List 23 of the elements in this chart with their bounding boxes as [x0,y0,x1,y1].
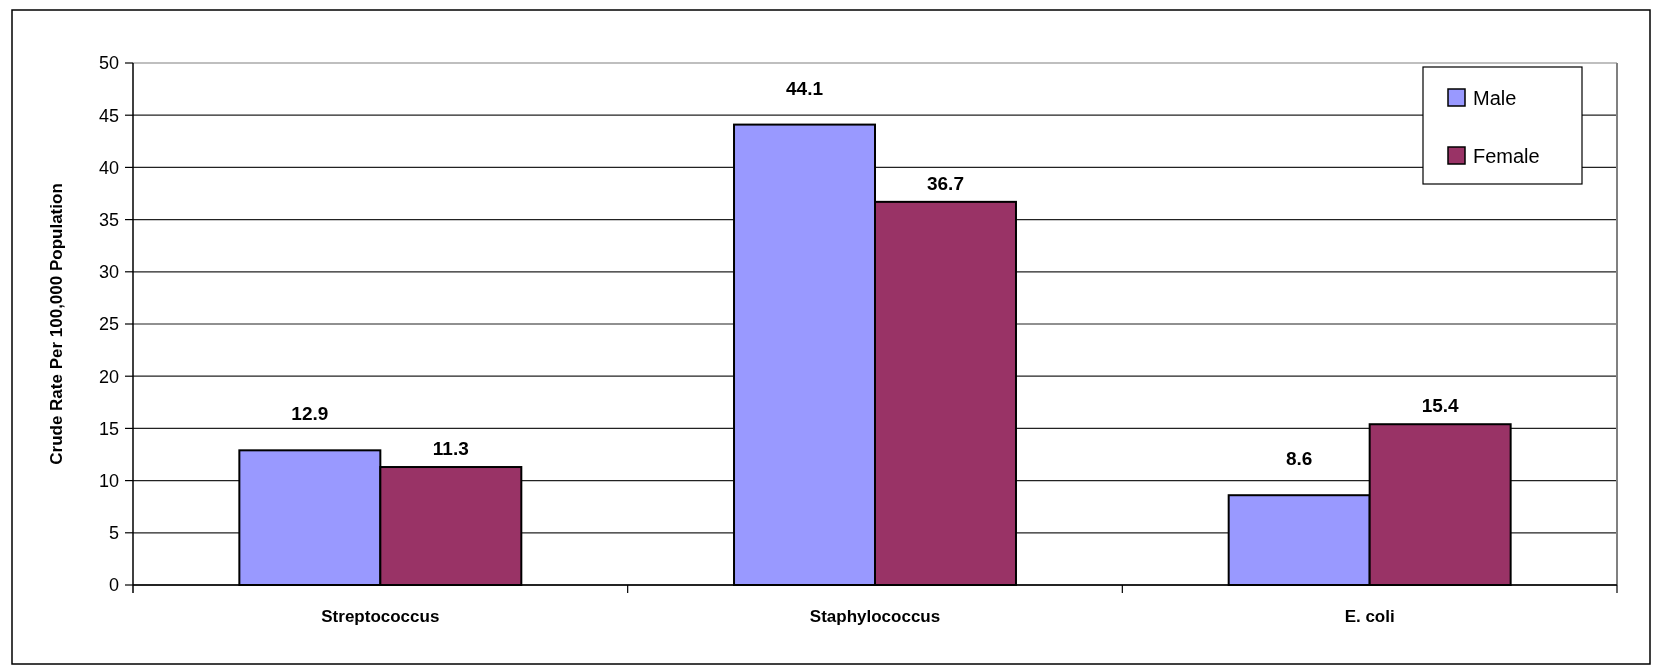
y-tick-label: 10 [98,470,119,491]
x-tick-label: E. coli [1344,607,1395,626]
data-label: 12.9 [291,403,329,425]
y-tick-label: 15 [98,418,119,439]
y-tick-label: 30 [98,262,119,283]
y-tick-label: 35 [98,209,119,230]
y-tick-label: 25 [98,314,119,335]
y-tick-label: 45 [98,105,119,126]
x-tick-label: Streptococcus [321,607,440,626]
y-tick-label: 20 [98,366,119,387]
y-axis-title: Crude Rate Per 100,000 Population [47,183,66,465]
legend-label: Male [1473,87,1517,109]
data-label: 15.4 [1421,395,1460,417]
y-tick-label: 0 [108,575,119,596]
y-tick-label: 40 [98,157,119,178]
x-tick-label: Staphylococcus [809,607,941,626]
data-label: 44.1 [786,77,824,99]
data-label: 36.7 [927,172,964,194]
y-tick-label: 5 [108,523,119,544]
data-label: 8.6 [1285,448,1313,470]
legend-label: Female [1473,145,1540,167]
data-label: 11.3 [432,438,469,460]
y-tick-label: 50 [98,53,119,74]
